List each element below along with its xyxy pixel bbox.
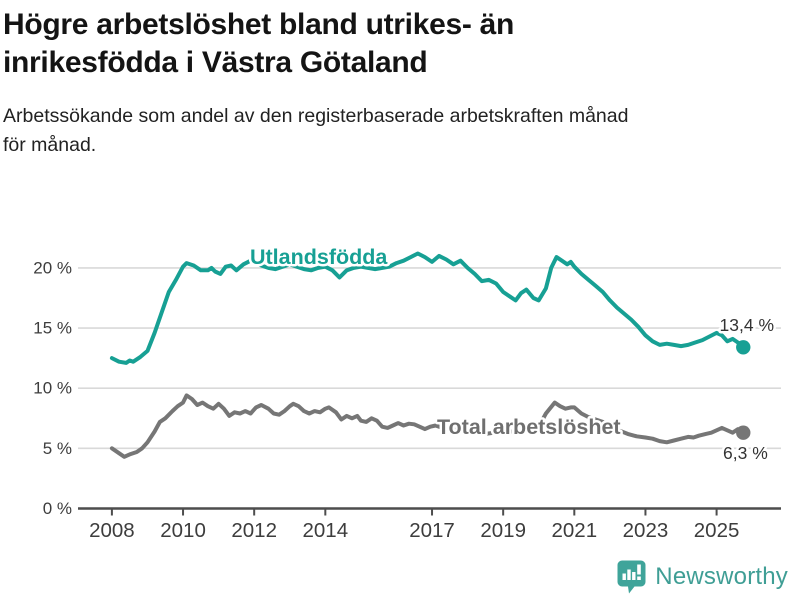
series-end-dot <box>736 340 751 355</box>
y-axis-tick-label: 10 % <box>33 379 72 398</box>
title-line-2: inrikesfödda i Västra Götaland <box>3 46 428 79</box>
series-end-value-label: 13,4 % <box>720 315 774 335</box>
x-axis-tick-label: 2019 <box>480 519 526 542</box>
series-end-value-label: 6,3 % <box>723 443 768 463</box>
chart-header: Högre arbetslöshet bland utrikes- än inr… <box>3 6 790 160</box>
chart-subtitle: Arbetssökande som andel av den registerb… <box>3 102 790 160</box>
series-label: Total arbetslöshet <box>437 415 621 439</box>
y-axis-tick-label: 0 % <box>43 499 72 518</box>
series-line-utlandsfodda <box>109 251 746 365</box>
subtitle-line-2: för månad. <box>3 134 97 156</box>
newsworthy-logo[interactable]: Newsworthy <box>617 560 788 594</box>
title-line-1: Högre arbetslöshet bland utrikes- än <box>3 8 514 41</box>
y-axis-tick-label: 5 % <box>43 439 72 458</box>
line-chart: 0 % 5 % 10 % 15 % 20 % 2008 2010 2012 2014 2017 20… <box>0 230 800 550</box>
x-axis-tick-label: 2010 <box>160 519 206 542</box>
subtitle-line-1: Arbetssökande som andel av den registerb… <box>3 105 629 127</box>
x-axis-tick-label: 2012 <box>231 519 277 542</box>
x-axis-tick-label: 2023 <box>623 519 669 542</box>
x-axis-tick-label: 2017 <box>409 519 455 542</box>
x-axis-tick-label: 2021 <box>552 519 598 542</box>
newsworthy-logo-text: Newsworthy <box>655 563 788 590</box>
y-axis-tick-label: 20 % <box>33 258 72 277</box>
series-end-dot <box>736 425 751 440</box>
page-title: Högre arbetslöshet bland utrikes- än inr… <box>3 6 790 82</box>
y-axis-tick-label: 15 % <box>33 319 72 338</box>
chart-canvas: 0 % 5 % 10 % 15 % 20 % 2008 2010 2012 2014 2017 20… <box>33 243 781 542</box>
x-axis-tick-label: 2025 <box>694 519 740 542</box>
series-label: Utlandsfödda <box>250 245 388 269</box>
newsworthy-logo-icon <box>617 560 646 594</box>
x-axis-tick-label: 2008 <box>89 519 135 542</box>
series-line-total <box>109 393 746 459</box>
x-axis-tick-label: 2014 <box>303 519 349 542</box>
